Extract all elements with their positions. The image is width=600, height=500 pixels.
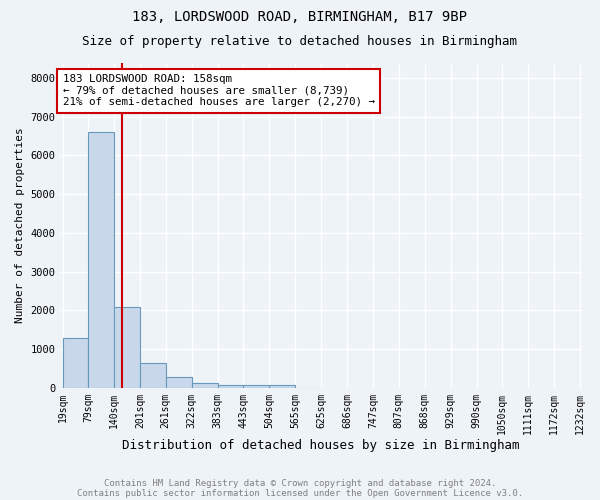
X-axis label: Distribution of detached houses by size in Birmingham: Distribution of detached houses by size … — [122, 440, 520, 452]
Bar — [114, 306, 140, 388]
Text: Size of property relative to detached houses in Birmingham: Size of property relative to detached ho… — [83, 35, 517, 48]
Bar — [218, 385, 244, 388]
Bar — [269, 386, 295, 388]
Text: 183 LORDSWOOD ROAD: 158sqm
← 79% of detached houses are smaller (8,739)
21% of s: 183 LORDSWOOD ROAD: 158sqm ← 79% of deta… — [62, 74, 374, 108]
Bar — [62, 338, 88, 388]
Bar — [166, 377, 192, 388]
Y-axis label: Number of detached properties: Number of detached properties — [15, 128, 25, 323]
Text: Contains HM Land Registry data © Crown copyright and database right 2024.: Contains HM Land Registry data © Crown c… — [104, 478, 496, 488]
Text: Contains public sector information licensed under the Open Government Licence v3: Contains public sector information licen… — [77, 488, 523, 498]
Bar — [192, 384, 218, 388]
Bar — [88, 132, 114, 388]
Bar — [244, 385, 269, 388]
Bar — [140, 363, 166, 388]
Text: 183, LORDSWOOD ROAD, BIRMINGHAM, B17 9BP: 183, LORDSWOOD ROAD, BIRMINGHAM, B17 9BP — [133, 10, 467, 24]
